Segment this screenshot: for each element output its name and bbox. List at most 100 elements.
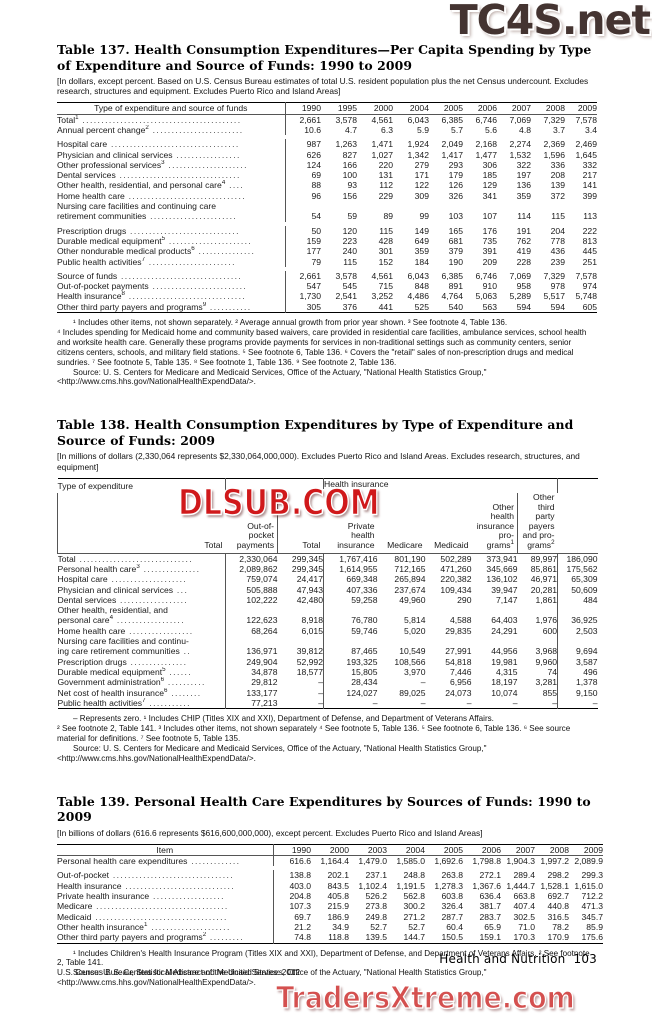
cell-value: 3.7 <box>553 125 565 135</box>
cell-value <box>565 201 597 211</box>
cell-value: 5.7 <box>451 125 463 135</box>
cell-value: 376 <box>342 301 357 312</box>
cell-value: 305 <box>284 301 321 313</box>
cell-value: 1,164.4 <box>320 856 349 867</box>
row-label: Net cost of health insurance6 ........ <box>57 687 202 698</box>
table-137-header-row: Type of expenditure and source of funds … <box>57 102 597 115</box>
cell-value: 122,623 <box>225 615 278 626</box>
table-138-block: Table 138. Health Consumption Expenditur… <box>57 417 598 764</box>
col-2009: 2009 <box>577 103 597 114</box>
row-label: Government administration6 .......... <box>57 677 206 688</box>
cell-value <box>225 605 278 616</box>
row-label: Home health care ................. <box>57 625 194 636</box>
cell-value: 484 <box>557 594 598 606</box>
t138-col-other-health-insurance-pro-grams: Other health insurance pro-grams1 <box>476 501 514 551</box>
cell-value <box>531 201 565 211</box>
cell-value: 15,805 <box>323 666 378 678</box>
table-137: Type of expenditure and source of funds … <box>57 102 597 316</box>
table-row: Personal health care3 ............... 2,0… <box>58 563 598 575</box>
cell-value: 69.7 <box>272 911 311 922</box>
cell-value: 2,503 <box>557 625 598 637</box>
cell-value: 88 <box>284 180 321 191</box>
cell-value: 159.1 <box>479 932 501 943</box>
table-137-footnote-1: ¹ Includes other items, not shown separa… <box>73 318 508 328</box>
cell-value: 496 <box>557 666 598 678</box>
table-row: Out-of-pocket ..........................… <box>57 870 603 881</box>
table-139-title: Table 139. Personal Health Care Expendit… <box>57 793 591 825</box>
cell-value: 1,692.6 <box>434 856 463 867</box>
cell-value: 336 <box>550 159 565 170</box>
cell-value: 109,434 <box>440 584 472 595</box>
row-label: Total1 .................................… <box>57 114 242 125</box>
cell-value: 29,812 <box>225 677 278 688</box>
cell-value: 79 <box>284 256 321 267</box>
cell-value: 2,369 <box>543 139 565 150</box>
table-row: Medicare ...............................… <box>57 901 603 912</box>
table-138-group-health-insurance: Health insurance <box>322 478 558 490</box>
cell-value: 428 <box>378 235 393 246</box>
t138-col-total: Total <box>277 493 324 554</box>
cell-value: 372 <box>550 190 565 201</box>
cell-value: 813 <box>582 235 597 246</box>
table-row: Physician and clinical services ........… <box>57 149 597 160</box>
cell-value: 52,992 <box>296 656 323 667</box>
cell-value: 152 <box>378 256 393 267</box>
table-138-footnotes: – Represents zero. ¹ Includes CHIP (Titl… <box>57 714 597 764</box>
cell-value <box>472 636 518 646</box>
running-head: Health and Nutrition 103 <box>439 952 597 966</box>
cell-value: 19,981 <box>491 656 518 667</box>
row-label: Prescription drugs .....................… <box>57 225 240 236</box>
cell-value: 1,102.4 <box>358 880 387 891</box>
row-label: Private health insurance ...............… <box>57 891 225 902</box>
table-row: Home health care .......................… <box>57 190 597 202</box>
table-139: Item 1990 2000 2003 2004 2005 2006 2007 … <box>57 844 603 946</box>
table-row: Total1 .................................… <box>57 114 597 125</box>
row-label: Home health care .......................… <box>57 190 247 201</box>
row-label: Physician and clinical services ........… <box>57 149 241 160</box>
cell-value: 1,417 <box>441 149 463 160</box>
table-row: Annual percent change2 .................… <box>57 125 597 136</box>
cell-value: 332 <box>582 159 597 170</box>
cell-value: 1,477 <box>475 149 497 160</box>
cell-value: 65,309 <box>557 574 598 585</box>
row-label: Medicare ...............................… <box>57 901 229 912</box>
cell-value: – <box>318 677 323 688</box>
row-label: Out-of-pocket ..........................… <box>57 870 235 881</box>
row-label: Hospital care ..........................… <box>57 139 240 150</box>
cell-value: 165 <box>448 225 463 236</box>
cell-value: – <box>512 697 518 708</box>
row-label: Dental services ........................… <box>57 170 241 181</box>
cell-value <box>323 636 378 647</box>
cell-value: 1,532 <box>509 149 531 160</box>
cell-value: 68,264 <box>225 625 278 637</box>
cell-value: 197 <box>516 170 531 181</box>
cell-value: 848 <box>414 281 429 292</box>
cell-value: 603.8 <box>441 891 463 902</box>
cell-value: 39,812 <box>296 646 323 657</box>
table-138-footnote-1: – Represents zero. ¹ Includes CHIP (Titl… <box>73 714 494 724</box>
cell-value: 3.4 <box>585 125 597 135</box>
cell-value: 7,446 <box>449 666 472 677</box>
cell-value: 6,385 <box>441 270 463 281</box>
cell-value: – <box>318 687 323 698</box>
cell-value: 1,730 <box>284 291 321 302</box>
cell-value: 208 <box>550 170 565 181</box>
cell-value: 910 <box>482 281 497 292</box>
t139-col-2000: 2000 <box>329 844 349 855</box>
row-label: Public health activities7 ..............… <box>57 256 236 267</box>
table-138-body: Total .............................. 2,33… <box>57 553 598 712</box>
cell-value: 175,562 <box>557 563 598 575</box>
cell-value <box>426 636 472 646</box>
t138-col-private-health-insurance: Private health insurance <box>337 520 375 551</box>
cell-value: 21.2 <box>272 921 311 933</box>
t138-col-medicare: Medicare <box>387 540 423 551</box>
cell-value: 239 <box>550 256 565 267</box>
table-139-source: Source: U. S. Centers for Medicare and M… <box>73 968 487 978</box>
cell-value: 69 <box>284 170 321 181</box>
cell-value: 616.6 <box>272 855 311 867</box>
cell-value: 170.9 <box>547 932 569 943</box>
cell-value: 681 <box>448 235 463 246</box>
cell-value: 381.7 <box>479 901 501 912</box>
cell-value: 3,970 <box>403 666 426 677</box>
